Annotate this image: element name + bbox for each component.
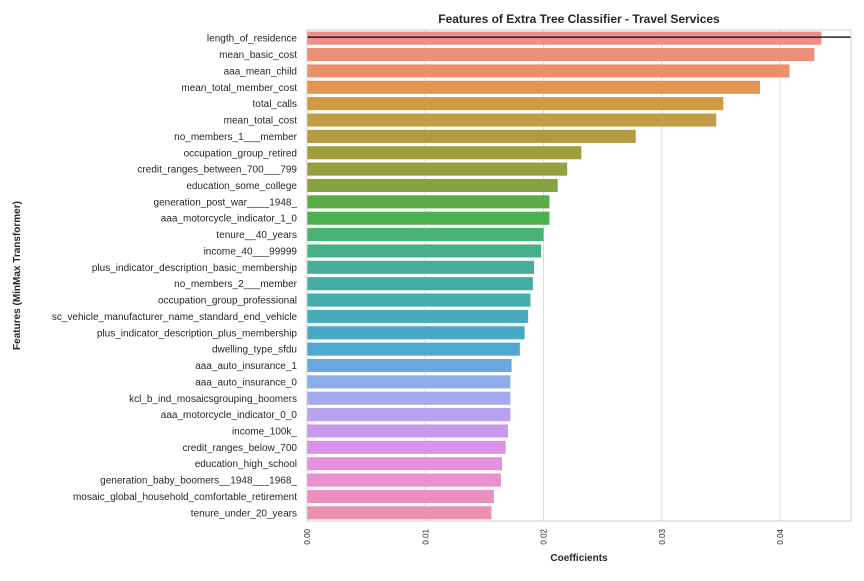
bar <box>307 178 558 193</box>
bar <box>307 260 535 274</box>
bar <box>307 408 511 422</box>
bar <box>307 506 492 520</box>
x-tick-label: 0.02 <box>540 528 549 544</box>
bar <box>307 391 511 405</box>
bar <box>307 228 544 242</box>
bar <box>307 146 582 160</box>
bar <box>307 80 760 94</box>
bar <box>307 113 717 127</box>
x-tick-label: 0.00 <box>303 528 312 544</box>
y-tick-label: education_high_school <box>195 459 297 470</box>
y-tick-label: aaa_motorcycle_indicator_1_0 <box>161 214 298 225</box>
y-tick-label: income_100k_ <box>232 426 297 437</box>
y-tick-label: aaa_auto_insurance_1 <box>195 361 297 372</box>
y-tick-label: generation_post_war____1948_ <box>154 197 298 208</box>
y-tick-label: total_calls <box>253 99 297 110</box>
y-tick-label: credit_ranges_between_700___799 <box>137 165 297 176</box>
y-tick-labels: length_of_residence mean_basic_cost aaa_me… <box>52 34 298 520</box>
plot-frame <box>306 29 852 522</box>
bar <box>307 473 501 487</box>
bar <box>307 195 550 209</box>
y-tick-label: mosaic_global_household_comfortable_reti… <box>73 492 297 503</box>
y-tick-label: dwelling_type_sfdu <box>212 345 297 356</box>
y-tick-label: credit_ranges_below_700 <box>182 443 297 454</box>
chart-title: Features of Extra Tree Classifier - Trav… <box>438 12 720 26</box>
bar <box>307 457 503 471</box>
bar <box>307 309 529 323</box>
bar <box>307 277 533 291</box>
bar <box>307 244 542 258</box>
bar <box>307 326 525 340</box>
y-tick-label: no_members_1___member <box>174 132 298 143</box>
y-tick-label: aaa_auto_insurance_0 <box>195 377 297 388</box>
y-tick-label: mean_basic_cost <box>219 50 297 61</box>
y-tick-label: aaa_mean_child <box>224 66 297 77</box>
bars <box>307 31 822 520</box>
bar <box>307 48 815 62</box>
y-tick-label: income_40___99999 <box>204 246 298 257</box>
y-tick-label: no_members_2___member <box>174 279 298 290</box>
y-tick-label: occupation_group_professional <box>158 296 297 307</box>
x-tick-label: 0.01 <box>421 528 430 544</box>
bar <box>307 424 509 438</box>
x-tick-labels: 0.00 0.01 0.02 0.03 0.04 <box>303 528 785 544</box>
y-tick-label: sc_vehicle_manufacturer_name_standard_en… <box>52 312 298 323</box>
y-tick-label: aaa_motorcycle_indicator_0_0 <box>161 410 298 421</box>
bar <box>307 64 790 78</box>
bar <box>307 97 724 111</box>
y-tick-label: occupation_group_retired <box>184 148 297 159</box>
bar <box>307 293 531 307</box>
y-tick-label: plus_indicator_description_plus_membersh… <box>97 328 298 339</box>
y-tick-label: mean_total_member_cost <box>181 83 297 94</box>
bar <box>307 375 511 389</box>
x-tick-label: 0.04 <box>776 528 785 544</box>
bar <box>307 129 636 143</box>
bar <box>307 342 520 356</box>
bar <box>307 31 822 45</box>
bar <box>307 440 506 454</box>
bar <box>307 358 512 373</box>
y-tick-label: mean_total_cost <box>224 116 298 127</box>
y-tick-label: plus_indicator_description_basic_members… <box>92 263 298 274</box>
y-tick-label: kcl_b_ind_mosaicsgrouping_boomers <box>129 394 297 405</box>
y-axis-label: Features (MinMax Transformer) <box>12 201 23 350</box>
bar <box>307 162 568 176</box>
x-tick-label: 0.03 <box>658 528 667 544</box>
bar <box>307 211 550 225</box>
y-tick-label: tenure_under_20_years <box>191 508 297 519</box>
y-tick-label: education_some_college <box>186 181 297 192</box>
y-tick-label: generation_baby_boomers__1948___1968_ <box>100 476 297 487</box>
x-axis-label: Coefficients <box>550 553 608 564</box>
y-tick-label: length_of_residence <box>207 34 298 45</box>
y-tick-label: tenure__40_years <box>216 230 297 241</box>
bar <box>307 489 494 503</box>
